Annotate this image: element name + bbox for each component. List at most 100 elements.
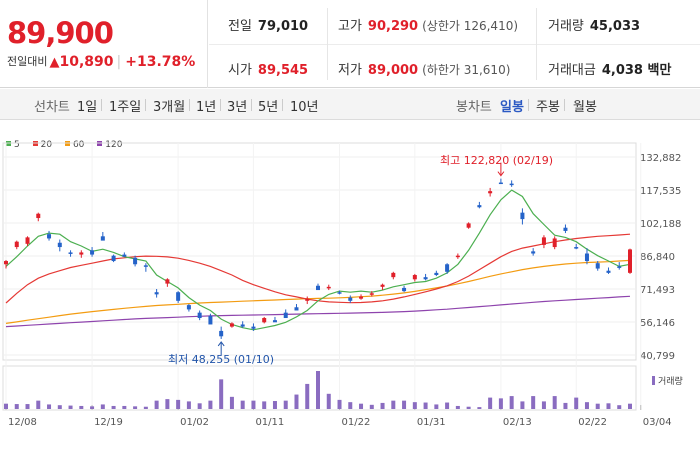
candle-body bbox=[79, 252, 84, 255]
candle-body bbox=[617, 266, 622, 268]
upper-limit: (상한가 126,410) bbox=[422, 19, 519, 33]
legend-label: 20 bbox=[40, 140, 53, 150]
candle-body bbox=[176, 292, 181, 301]
candle-body bbox=[391, 272, 396, 278]
candle-body bbox=[488, 191, 493, 194]
candle-body bbox=[423, 277, 428, 280]
legend-label: 5 bbox=[14, 140, 20, 150]
divider bbox=[189, 99, 190, 111]
candle-body bbox=[402, 287, 407, 292]
candle-body bbox=[509, 183, 514, 186]
y-tick-label: 86,840 bbox=[640, 252, 675, 263]
period-1week-button[interactable]: 1주일 bbox=[109, 100, 142, 115]
volume-bar bbox=[36, 400, 41, 409]
volume-bar bbox=[68, 405, 73, 409]
candle-body bbox=[574, 247, 579, 249]
open-value: 89,545 bbox=[257, 63, 309, 78]
candle-body bbox=[14, 241, 19, 248]
ma20-line bbox=[5, 233, 631, 304]
candle-body bbox=[434, 272, 439, 276]
volume-bar bbox=[122, 405, 127, 409]
period-3month-button[interactable]: 3개월 bbox=[153, 100, 186, 115]
volume-bar bbox=[326, 393, 331, 409]
period-1day-button[interactable]: 1일 bbox=[77, 100, 98, 115]
candle-body bbox=[412, 275, 417, 280]
candle-body bbox=[240, 324, 245, 327]
volume-bar bbox=[359, 403, 364, 409]
divider bbox=[145, 99, 146, 111]
candle-body bbox=[541, 237, 546, 245]
volume-bar bbox=[498, 398, 503, 409]
y-tick-label: 71,493 bbox=[640, 285, 675, 296]
candle-monthly-button[interactable]: 월봉 bbox=[573, 100, 597, 115]
x-tick-label: 01/11 bbox=[255, 417, 284, 428]
x-tick-label: 03/04 bbox=[643, 417, 672, 428]
candle-body bbox=[337, 292, 342, 294]
volume-bar bbox=[617, 405, 622, 409]
volume-stat: 거래량 45,033 bbox=[548, 15, 640, 34]
volume-bar bbox=[229, 396, 234, 409]
candle-body bbox=[380, 284, 385, 287]
volume-bar bbox=[445, 402, 450, 409]
high-value: 90,290 bbox=[367, 19, 419, 34]
candle-body bbox=[133, 257, 138, 265]
y-tick-label: 40,799 bbox=[640, 351, 675, 362]
candle-body bbox=[90, 250, 95, 255]
volume-bar bbox=[563, 402, 568, 409]
candle-body bbox=[57, 242, 62, 248]
candle-body bbox=[294, 307, 299, 311]
quote-header: 89,900 전일대비 ▲10,890 | +13.78% 전일 79,010 고가 90… bbox=[0, 0, 700, 88]
price-chart[interactable]: 132,882 117,535 102,188 86,840 71,493 56,146 4… bbox=[0, 121, 700, 450]
min-price-annotation: 최저 48,255 (01/10) bbox=[168, 353, 275, 366]
volume-bar bbox=[402, 400, 407, 409]
divider bbox=[251, 99, 252, 111]
divider bbox=[220, 99, 221, 111]
ma120-line bbox=[5, 295, 631, 328]
ma60-line bbox=[5, 259, 631, 324]
volume-bar bbox=[337, 399, 342, 409]
period-10year-button[interactable]: 10년 bbox=[290, 100, 319, 115]
candle-body bbox=[283, 312, 288, 319]
volume-bar bbox=[369, 404, 374, 409]
low-value: 89,000 bbox=[367, 63, 419, 78]
volume-bar bbox=[47, 404, 52, 409]
period-3year-button[interactable]: 3년 bbox=[227, 100, 248, 115]
candle-weekly-button[interactable]: 주봉 bbox=[536, 100, 560, 115]
candle-body bbox=[305, 298, 310, 301]
period-5year-button[interactable]: 5년 bbox=[258, 100, 279, 115]
volume-legend-swatch bbox=[652, 376, 655, 385]
volume-bar bbox=[531, 396, 536, 409]
volume-bar bbox=[219, 379, 224, 409]
candle-body bbox=[122, 254, 127, 257]
candle-body bbox=[111, 255, 116, 262]
divider bbox=[101, 99, 102, 111]
volume-bar bbox=[595, 403, 600, 409]
volume-bar bbox=[348, 402, 353, 409]
candle-body bbox=[359, 296, 364, 299]
amount-label: 거래대금 bbox=[548, 63, 596, 78]
volume-bar bbox=[283, 400, 288, 409]
volume-bar bbox=[488, 397, 493, 409]
candle-body bbox=[36, 213, 41, 219]
volume-bar bbox=[391, 400, 396, 409]
candle-daily-button[interactable]: 일봉 bbox=[500, 100, 524, 115]
max-price-annotation: 최고 122,820 (02/19) bbox=[440, 154, 554, 167]
period-1year-button[interactable]: 1년 bbox=[196, 100, 217, 115]
candle-body bbox=[272, 320, 277, 323]
high-label: 고가 bbox=[338, 19, 362, 34]
open-stat: 시가 89,545 bbox=[228, 59, 308, 78]
x-tick-label: 01/02 bbox=[180, 417, 209, 428]
line-chart-label: 선차트 bbox=[34, 100, 70, 115]
change-row: 전일대비 ▲10,890 | +13.78% bbox=[7, 53, 195, 70]
divider bbox=[564, 99, 565, 111]
volume-bar bbox=[455, 405, 460, 409]
volume-bar bbox=[262, 401, 267, 409]
x-tick-label: 02/13 bbox=[503, 417, 532, 428]
divider bbox=[327, 8, 328, 80]
volume-bar bbox=[574, 397, 579, 409]
divider: | bbox=[116, 54, 122, 70]
volume-bar bbox=[90, 406, 95, 409]
candle-body bbox=[466, 223, 471, 228]
volume-bar bbox=[316, 371, 320, 409]
volume-bar bbox=[208, 400, 213, 409]
